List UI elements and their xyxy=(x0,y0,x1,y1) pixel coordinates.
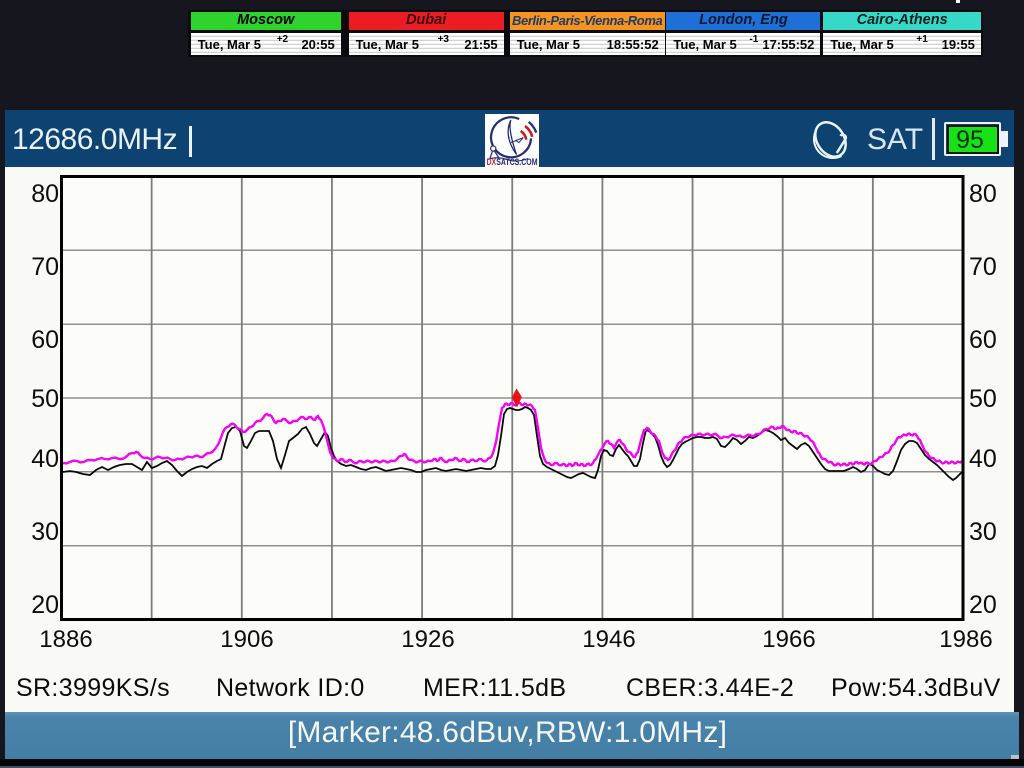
svg-text:DXSATCS.COM: DXSATCS.COM xyxy=(487,157,538,168)
